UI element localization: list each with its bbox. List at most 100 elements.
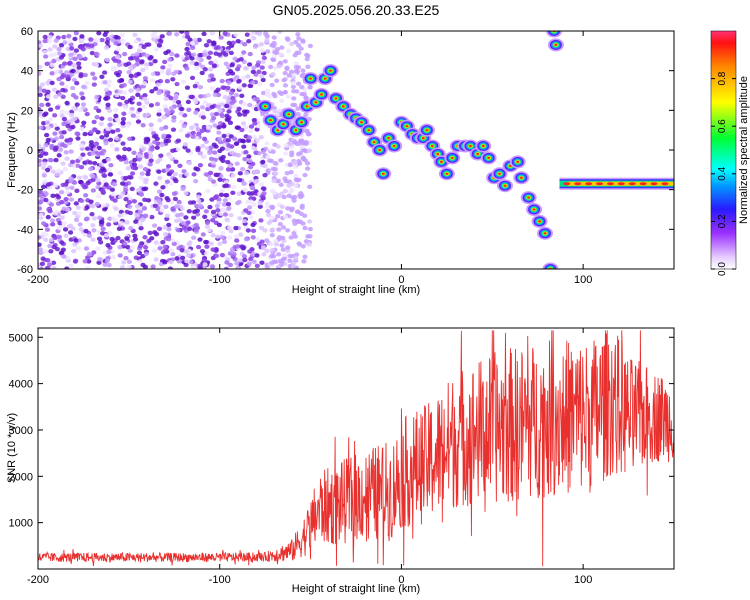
bottom-y-tick-label: 4000 <box>9 379 33 391</box>
noise-point <box>69 159 76 164</box>
noise-point <box>120 141 126 146</box>
noise-point <box>285 48 292 54</box>
noise-point <box>41 165 47 171</box>
noise-point <box>197 84 204 90</box>
noise-point <box>283 151 289 156</box>
noise-point <box>302 225 308 231</box>
noise-point <box>113 41 119 46</box>
noise-point <box>195 167 201 172</box>
noise-point <box>224 217 230 222</box>
noise-point <box>50 169 56 174</box>
noise-point <box>250 222 256 228</box>
noise-point <box>139 171 145 176</box>
noise-point <box>38 250 44 256</box>
noise-point <box>162 104 168 109</box>
noise-point <box>163 96 169 101</box>
noise-point <box>59 240 65 245</box>
noise-point <box>193 178 199 184</box>
noise-point <box>248 256 254 262</box>
noise-point <box>176 103 182 108</box>
track-blob-layer <box>281 123 285 126</box>
noise-point <box>200 232 206 237</box>
track-blob-layer <box>287 113 291 116</box>
noise-point <box>243 66 249 71</box>
track-blob-layer <box>263 105 267 108</box>
noise-point <box>62 166 68 172</box>
noise-point <box>184 46 190 52</box>
noise-point <box>211 142 217 147</box>
noise-point <box>164 216 170 222</box>
track-point <box>275 117 292 131</box>
noise-point <box>85 180 91 186</box>
noise-point <box>147 141 153 147</box>
noise-point <box>224 146 231 152</box>
noise-point <box>116 62 123 68</box>
noise-point <box>154 101 161 107</box>
noise-point <box>168 181 174 186</box>
noise-point <box>96 236 103 241</box>
noise-point <box>179 106 185 112</box>
noise-point <box>203 239 209 245</box>
noise-point <box>223 266 229 269</box>
noise-point <box>106 108 113 113</box>
noise-point <box>299 205 305 210</box>
noise-point <box>47 38 53 44</box>
noise-point <box>147 230 153 236</box>
noise-point <box>228 50 234 56</box>
noise-point <box>174 256 180 261</box>
noise-point <box>257 204 263 209</box>
noise-point <box>237 112 243 117</box>
noise-point <box>153 181 159 186</box>
noise-point <box>241 218 248 224</box>
noise-point <box>68 197 74 202</box>
noise-point <box>211 40 217 45</box>
noise-point <box>213 111 220 117</box>
noise-point <box>185 99 191 105</box>
noise-point <box>44 120 51 125</box>
noise-point <box>203 42 210 48</box>
noise-point <box>107 216 113 221</box>
noise-point <box>228 212 234 218</box>
noise-point <box>105 243 111 248</box>
noise-point <box>158 153 164 158</box>
noise-point <box>53 38 59 43</box>
noise-point <box>259 73 265 79</box>
noise-point <box>109 143 115 148</box>
noise-point <box>144 62 150 67</box>
noise-point <box>210 218 216 223</box>
noise-point <box>143 65 150 71</box>
noise-point <box>216 200 222 206</box>
noise-point <box>265 49 271 54</box>
noise-point <box>162 244 168 250</box>
noise-point <box>106 262 112 268</box>
noise-point <box>219 113 226 119</box>
noise-point <box>70 92 77 98</box>
noise-point <box>102 32 108 37</box>
noise-point <box>252 121 258 126</box>
noise-point <box>129 186 135 192</box>
noise-point <box>213 172 219 178</box>
noise-point <box>61 254 67 259</box>
noise-point <box>265 154 271 160</box>
noise-point <box>301 259 307 264</box>
noise-point <box>132 157 138 163</box>
noise-point <box>258 225 265 231</box>
noise-point <box>42 161 48 166</box>
colorbar-tick-label: 0.0 <box>717 262 728 276</box>
noise-point <box>224 192 230 198</box>
noise-point <box>105 126 111 131</box>
noise-point <box>203 209 209 214</box>
noise-point <box>300 39 306 44</box>
noise-point <box>293 173 299 179</box>
noise-point <box>193 61 199 67</box>
track-point <box>491 167 508 181</box>
noise-point <box>150 71 156 77</box>
noise-point <box>68 112 75 118</box>
noise-point <box>63 233 69 239</box>
noise-point <box>112 198 118 203</box>
noise-point <box>178 212 184 217</box>
noise-point <box>107 172 114 177</box>
noise-point <box>184 258 190 264</box>
noise-point <box>298 191 304 196</box>
noise-point <box>179 55 186 60</box>
